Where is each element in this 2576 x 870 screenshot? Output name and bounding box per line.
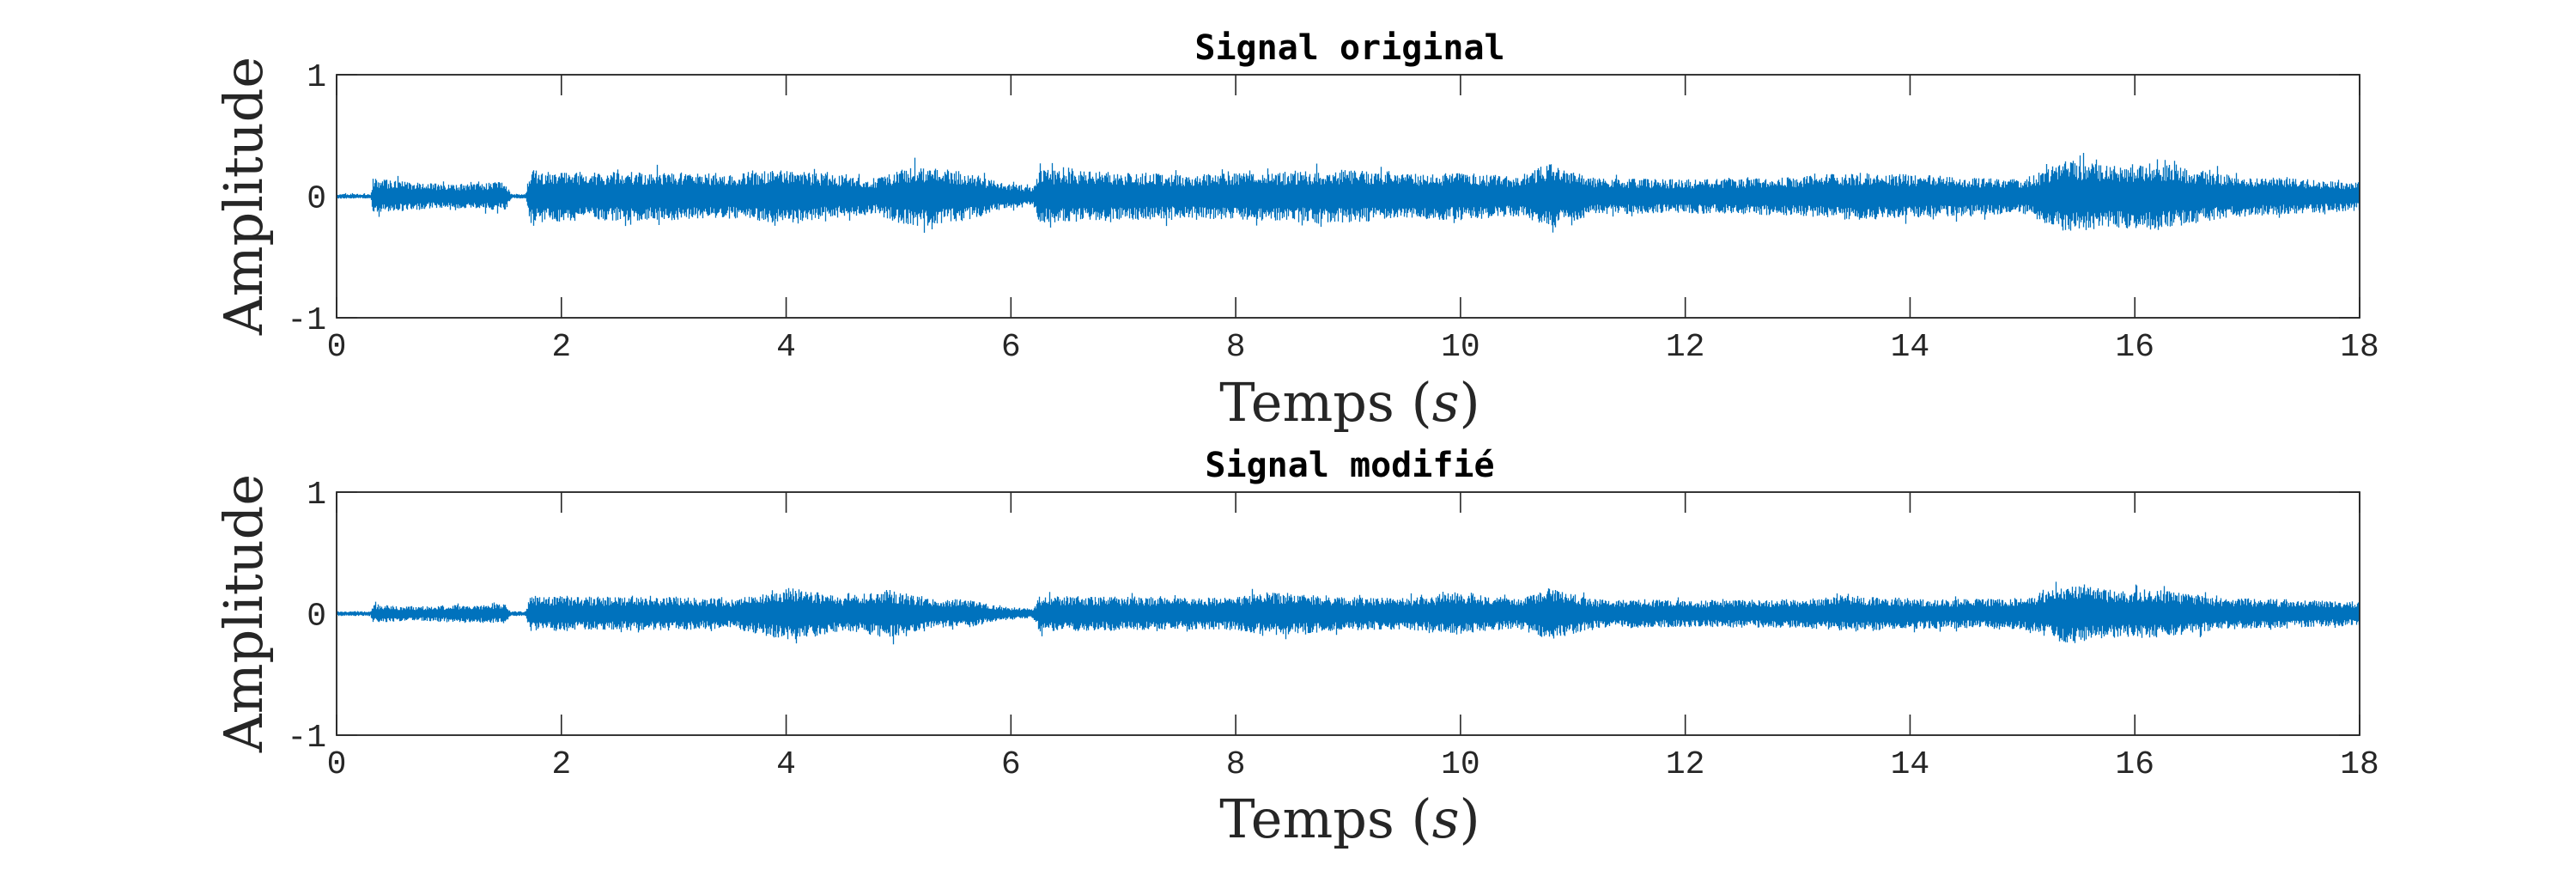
x-tick-label: 0 — [327, 746, 347, 783]
x-axis: 0 2 4 6 8 10 12 14 16 18 — [327, 75, 2379, 366]
x-axis: 0 2 4 6 8 10 12 14 16 18 — [327, 492, 2379, 783]
x-tick-label: 2 — [551, 746, 571, 783]
plot-frame — [336, 491, 2360, 736]
x-tick-label: 4 — [776, 329, 796, 366]
y-tick-label: -1 — [287, 302, 326, 339]
y-tick-label: -1 — [287, 720, 326, 757]
x-tick-label: 2 — [551, 329, 571, 366]
x-axis-label: Temps (s) — [1219, 371, 1479, 434]
x-tick-label: 6 — [1001, 329, 1021, 366]
chart-title: Signal modifié — [1205, 446, 1494, 485]
panel-signal-modifie: Signal modifié 0 2 4 6 8 10 12 14 16 18 -101 Temp… — [212, 446, 2379, 850]
x-tick-label: 14 — [1891, 746, 1930, 783]
x-tick-label: 6 — [1001, 746, 1021, 783]
x-tick-label: 8 — [1226, 746, 1246, 783]
x-tick-label: 10 — [1441, 329, 1480, 366]
y-axis-label: Amplitude — [212, 474, 275, 753]
x-axis-label-unit: s — [1432, 371, 1460, 434]
x-tick-label: 10 — [1441, 746, 1480, 783]
x-axis-label-main: Temps — [1219, 788, 1394, 850]
x-tick-label: 8 — [1226, 329, 1246, 366]
x-tick-label: 18 — [2340, 329, 2379, 366]
x-tick-label: 4 — [776, 746, 796, 783]
y-axis-label: Amplitude — [212, 57, 275, 336]
x-tick-label: 12 — [1666, 329, 1705, 366]
y-tick-label: 1 — [307, 59, 326, 96]
y-tick-label: 0 — [307, 181, 326, 218]
x-axis-label: Temps (s) — [1219, 788, 1479, 850]
x-tick-label: 0 — [327, 329, 347, 366]
x-tick-label: 16 — [2115, 746, 2154, 783]
x-tick-label: 16 — [2115, 329, 2154, 366]
plot-frame — [336, 74, 2360, 319]
x-tick-label: 14 — [1891, 329, 1930, 366]
x-tick-label: 12 — [1666, 746, 1705, 783]
chart-title: Signal original — [1194, 28, 1504, 68]
x-axis-label-unit: s — [1432, 788, 1460, 850]
x-tick-label: 18 — [2340, 746, 2379, 783]
x-axis-label-main: Temps — [1219, 371, 1394, 434]
y-tick-label: 1 — [307, 477, 326, 514]
panel-signal-original: Signal original 0 2 4 6 8 10 12 14 16 18 -101 Tem… — [212, 28, 2379, 434]
y-tick-label: 0 — [307, 599, 326, 636]
